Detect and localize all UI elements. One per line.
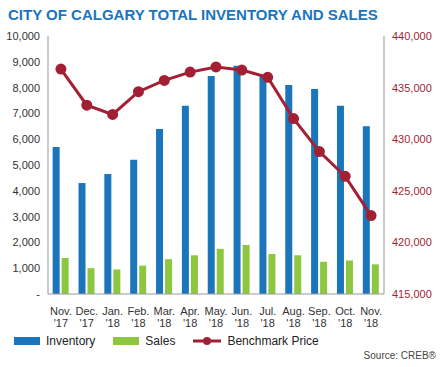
html-text:Source: CREB®: Source: CREB® — [363, 350, 436, 361]
html-text:CITY OF CALGARY TOTAL INVENTOR: CITY OF CALGARY TOTAL INVENTORY AND SALE… — [8, 6, 378, 23]
svg-text:May.'18: May.'18 — [204, 305, 227, 329]
svg-text:Feb.'18: Feb.'18 — [127, 305, 149, 329]
svg-text:420,000: 420,000 — [392, 236, 432, 248]
svg-text:4,000: 4,000 — [12, 185, 40, 197]
svg-text:7,000: 7,000 — [12, 107, 40, 119]
svg-text:-: - — [36, 288, 40, 300]
svg-text:Apr.'18: Apr.'18 — [180, 305, 200, 329]
svg-text:435,000: 435,000 — [392, 82, 432, 94]
svg-text:5,000: 5,000 — [12, 159, 40, 171]
svg-text:2,000: 2,000 — [12, 236, 40, 248]
html-text:Inventory: Inventory — [46, 334, 96, 348]
svg-text:6,000: 6,000 — [12, 133, 40, 145]
svg-text:Jun.'18: Jun.'18 — [231, 305, 252, 329]
svg-text:425,000: 425,000 — [392, 185, 432, 197]
svg-text:1,000: 1,000 — [12, 262, 40, 274]
svg-text:430,000: 430,000 — [392, 133, 432, 145]
html-text:Sales: Sales — [145, 334, 176, 348]
svg-text:Sep.'18: Sep.'18 — [308, 305, 331, 329]
svg-text:440,000: 440,000 — [392, 30, 432, 42]
svg-text:Dec.'17: Dec.'17 — [75, 305, 98, 329]
svg-text:Aug.'18: Aug.'18 — [282, 305, 305, 329]
svg-text:Nov.'17: Nov.'17 — [50, 305, 72, 329]
svg-text:Oct.'18: Oct.'18 — [335, 305, 355, 329]
svg-text:3,000: 3,000 — [12, 211, 40, 223]
svg-text:Mar.'18: Mar.'18 — [154, 305, 175, 329]
svg-text:8,000: 8,000 — [12, 82, 40, 94]
svg-text:9,000: 9,000 — [12, 56, 40, 68]
svg-text:10,000: 10,000 — [8, 30, 40, 42]
svg-text:415,000: 415,000 — [392, 288, 432, 300]
svg-text:Jan.'18: Jan.'18 — [102, 305, 123, 329]
svg-text:Nov.'18: Nov.'18 — [360, 305, 382, 329]
svg-text:Jul.'18: Jul.'18 — [259, 305, 276, 329]
html-text:Benchmark Price: Benchmark Price — [227, 334, 319, 348]
